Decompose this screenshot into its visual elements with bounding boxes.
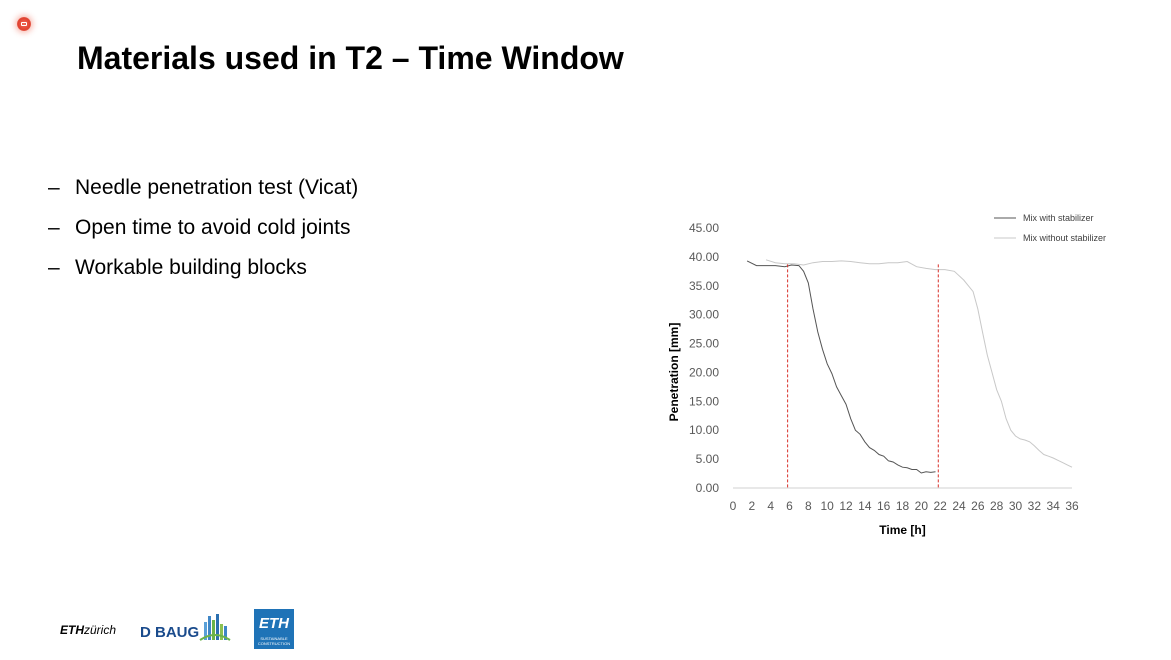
bullet-item: – Needle penetration test (Vicat) [48,174,358,214]
legend-label: Mix with stabilizer [1023,213,1094,223]
bullet-list: – Needle penetration test (Vicat) – Open t… [48,174,358,294]
logo-main-text: ETH [259,615,289,632]
eth-sustainable-construction-logo: ETH SUSTAINABLE CONSTRUCTION [254,609,294,649]
x-tick-label: 14 [858,499,872,513]
legend-label: Mix without stabilizer [1023,233,1106,243]
x-tick-label: 0 [730,499,737,513]
y-tick-label: 20.00 [689,365,719,379]
bullet-item: – Open time to avoid cold joints [48,214,358,254]
x-tick-label: 32 [1028,499,1042,513]
series-line-with-stabilizer [746,260,936,474]
y-tick-label: 25.00 [689,337,719,351]
penetration-chart: 0.005.0010.0015.0020.0025.0030.0035.0040… [667,213,1106,537]
x-tick-label: 24 [952,499,966,513]
series-line-without-stabilizer [765,259,1073,468]
bullet-dash: – [48,216,60,239]
x-tick-label: 18 [896,499,910,513]
x-tick-label: 36 [1065,499,1079,513]
y-tick-label: 5.00 [696,452,720,466]
x-tick-label: 16 [877,499,891,513]
eth-logo-bold: ETH [60,623,84,637]
x-tick-label: 2 [748,499,755,513]
y-tick-label: 45.00 [689,221,719,235]
y-tick-label: 0.00 [696,481,720,495]
eth-zurich-logo: ETHzürich [60,623,116,637]
y-axis-label: Penetration [mm] [667,323,681,422]
y-tick-label: 30.00 [689,308,719,322]
bullet-text: Open time to avoid cold joints [75,216,351,239]
bullet-dash: – [48,256,60,279]
y-tick-label: 15.00 [689,394,719,408]
x-tick-label: 4 [767,499,774,513]
x-tick-label: 6 [786,499,793,513]
x-tick-label: 28 [990,499,1004,513]
bullet-dash: – [48,176,60,199]
x-axis-label: Time [h] [879,523,925,537]
bullet-text: Workable building blocks [75,256,307,279]
y-tick-label: 40.00 [689,250,719,264]
dbaug-skyline-icon [199,614,231,641]
bullet-item: – Workable building blocks [48,254,358,294]
x-tick-label: 10 [820,499,834,513]
eth-logo-rest: zürich [84,623,117,637]
record-icon[interactable] [17,17,31,31]
x-tick-label: 34 [1046,499,1060,513]
logo-sub-text: SUSTAINABLE CONSTRUCTION [257,636,291,646]
bullet-text: Needle penetration test (Vicat) [75,176,359,199]
slide-title: Materials used in T2 – Time Window [77,40,624,76]
y-tick-label: 35.00 [689,279,719,293]
x-tick-label: 30 [1009,499,1023,513]
y-tick-label: 10.00 [689,423,719,437]
x-tick-label: 22 [933,499,947,513]
x-tick-label: 26 [971,499,985,513]
x-tick-label: 8 [805,499,812,513]
dbaug-logo-text: D BAUG [140,624,200,641]
x-tick-label: 20 [915,499,929,513]
dbaug-logo: D BAUG [140,612,232,644]
x-tick-label: 12 [839,499,853,513]
